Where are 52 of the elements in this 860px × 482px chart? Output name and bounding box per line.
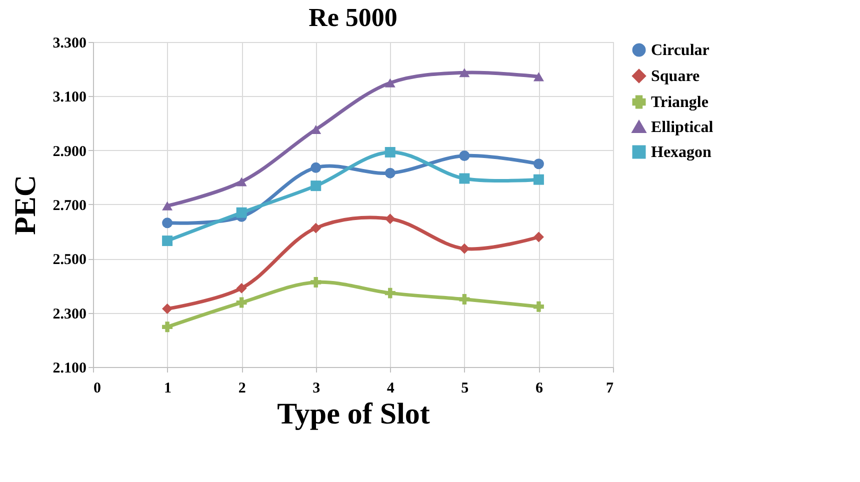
point (310, 276, 322, 288)
y-tick-label: 2.500 (52, 252, 86, 268)
point (162, 201, 173, 210)
x-tick-label: 2 (238, 380, 246, 396)
point (384, 78, 396, 88)
point (533, 232, 544, 242)
x-tick-label: 3 (312, 380, 320, 396)
x-tick-label: 0 (94, 380, 101, 396)
legend-label: Triangle (651, 94, 708, 111)
point (384, 288, 396, 298)
point (162, 218, 173, 228)
point (310, 180, 322, 192)
point (162, 322, 173, 332)
point (533, 174, 544, 185)
y-tick-label: 3.300 (52, 36, 86, 52)
y-tick-label: 2.100 (52, 360, 86, 376)
x-tick-label: 4 (386, 380, 395, 396)
chart-title: Re 5000 (308, 3, 398, 32)
point (236, 282, 247, 294)
point (533, 301, 544, 312)
y-tick-label: 2.300 (52, 306, 86, 322)
x-axis-title: Type of Slot (277, 398, 430, 430)
point (310, 162, 322, 173)
legend-label: Elliptical (651, 119, 714, 136)
point (459, 243, 470, 254)
y-tick-label: 3.100 (52, 90, 86, 106)
point (384, 214, 396, 224)
x-tick-label: 1 (164, 380, 172, 396)
point (162, 304, 173, 314)
point (384, 168, 396, 178)
point (236, 177, 247, 186)
point (310, 222, 322, 234)
x-tick-label: 6 (535, 380, 544, 396)
y-tick-label: 2.900 (52, 144, 86, 160)
point (533, 72, 544, 82)
point (162, 236, 173, 246)
x-tick-label: 7 (606, 380, 614, 396)
point (236, 297, 247, 308)
legend-label: Square (651, 68, 700, 85)
y-axis-title: PEC (8, 175, 42, 235)
y-tick-label: 2.700 (52, 198, 86, 214)
point (533, 158, 544, 170)
x-tick-label: 5 (461, 380, 469, 396)
point (459, 68, 470, 78)
point (236, 207, 247, 218)
point (459, 173, 470, 184)
point (459, 294, 470, 305)
point (384, 146, 396, 158)
legend-label: Hexagon (651, 144, 712, 161)
point (310, 124, 322, 134)
point (459, 150, 470, 161)
legend-label: Circular (651, 42, 710, 59)
